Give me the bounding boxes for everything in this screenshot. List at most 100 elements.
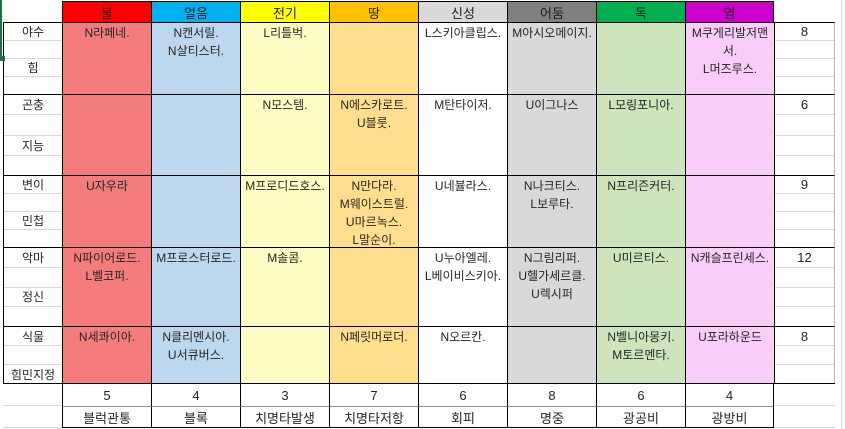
stat-label-block[interactable]: 블록 bbox=[151, 406, 240, 428]
cell-ice-demon[interactable]: M프로스터로드. bbox=[151, 247, 240, 326]
subcell bbox=[775, 156, 834, 175]
cell-fire-demon[interactable]: N파이어로드. L벨코퍼. bbox=[62, 247, 151, 326]
subcell bbox=[4, 268, 62, 288]
subcell bbox=[4, 77, 62, 94]
cell-electric-insect[interactable]: N모스템. bbox=[240, 94, 329, 175]
row-label-plant[interactable]: 식물 힘민지정 bbox=[3, 326, 62, 383]
column-header-ice[interactable]: 얼음 bbox=[151, 1, 240, 22]
stat-label-atk-ratio[interactable]: 광공비 bbox=[596, 406, 685, 428]
cell-electric-beast[interactable]: L리틀벅. bbox=[240, 22, 329, 94]
cell-holy-mutant[interactable]: U네뷸라스. bbox=[418, 175, 507, 247]
column-header-holy[interactable]: 신성 bbox=[418, 1, 507, 22]
subcell bbox=[775, 194, 834, 212]
cell-electric-demon[interactable]: M솔콤. bbox=[240, 247, 329, 326]
selection-fill-handle[interactable] bbox=[0, 56, 5, 61]
row-label-stat: 지능 bbox=[4, 136, 62, 156]
bottom-left-spacer bbox=[3, 383, 62, 406]
stat-label-crit-rate[interactable]: 치명타발생 bbox=[240, 406, 329, 428]
cell-fire-mutant[interactable]: U자우라 bbox=[62, 175, 151, 247]
subcell bbox=[4, 346, 62, 365]
column-header-dark[interactable]: 어둠 bbox=[507, 1, 596, 22]
cell-flame-plant[interactable]: U포라하운드 bbox=[685, 326, 774, 383]
cell-poison-insect[interactable]: L모링포니아. bbox=[596, 94, 685, 175]
cell-ice-plant[interactable]: N클리멘시아. U서큐버스. bbox=[151, 326, 240, 383]
cell-dark-insect[interactable]: U이그나스 bbox=[507, 94, 596, 175]
column-header-fire[interactable]: 불 bbox=[62, 1, 151, 22]
cell-dark-mutant[interactable]: N나크티스. L보루타. bbox=[507, 175, 596, 247]
cell-fire-insect[interactable] bbox=[62, 94, 151, 175]
cell-dark-plant[interactable] bbox=[507, 326, 596, 383]
header-spacer bbox=[774, 1, 835, 22]
cell-earth-beast[interactable] bbox=[329, 22, 418, 94]
column-header-electric[interactable]: 전기 bbox=[240, 1, 329, 22]
stat-value-crit-resist[interactable]: 7 bbox=[329, 383, 418, 406]
cell-ice-mutant[interactable] bbox=[151, 175, 240, 247]
subcell bbox=[775, 230, 834, 247]
row-label-insect[interactable]: 곤충 지능 bbox=[3, 94, 62, 175]
column-header-earth[interactable]: 땅 bbox=[329, 1, 418, 22]
corner-cell[interactable] bbox=[3, 1, 62, 22]
cell-holy-beast[interactable]: L스키아클립스. bbox=[418, 22, 507, 94]
cell-flame-beast[interactable]: M쿠게리발저맨서. L머즈루스. bbox=[685, 22, 774, 94]
row-label-family: 악마 bbox=[4, 248, 62, 268]
group-total-mutant[interactable]: 9 bbox=[774, 175, 835, 247]
subcell bbox=[4, 307, 62, 326]
stat-value-block[interactable]: 4 bbox=[151, 383, 240, 406]
row-label-stat: 힘 bbox=[4, 59, 62, 77]
row-label-demon[interactable]: 악마 정신 bbox=[3, 247, 62, 326]
stat-label-evasion[interactable]: 회피 bbox=[418, 406, 507, 428]
cell-holy-plant[interactable]: N오르칸. bbox=[418, 326, 507, 383]
cell-fire-plant[interactable]: N세콰이아. bbox=[62, 326, 151, 383]
cell-poison-plant[interactable]: N벨니아몽키. M토르멘타. bbox=[596, 326, 685, 383]
cell-poison-demon[interactable]: U미르티스. bbox=[596, 247, 685, 326]
subcell bbox=[4, 156, 62, 175]
stat-label-crit-resist[interactable]: 치명타저항 bbox=[329, 406, 418, 428]
stat-value-crit-rate[interactable]: 3 bbox=[240, 383, 329, 406]
column-header-poison[interactable]: 독 bbox=[596, 1, 685, 22]
stat-label-block-pierce[interactable]: 블럭관통 bbox=[62, 406, 151, 428]
cell-ice-insect[interactable] bbox=[151, 94, 240, 175]
cell-dark-beast[interactable]: M아시오메이지. bbox=[507, 22, 596, 94]
cell-dark-demon[interactable]: N그림리퍼. U헬가세르클. U렉시퍼 bbox=[507, 247, 596, 326]
stat-label-def-ratio[interactable]: 광방비 bbox=[685, 406, 774, 428]
cell-flame-demon[interactable]: N캐슬프린세스. bbox=[685, 247, 774, 326]
cell-earth-insect[interactable]: N에스카로트. U블룻. bbox=[329, 94, 418, 175]
cell-electric-plant[interactable] bbox=[240, 326, 329, 383]
group-total-insect[interactable]: 6 bbox=[774, 94, 835, 175]
cell-earth-mutant[interactable]: N만다라. M웨이스트럴. U마르녹스. L말순이. bbox=[329, 175, 418, 247]
cell-fire-beast[interactable]: N라페네. bbox=[62, 22, 151, 94]
row-label-mutant[interactable]: 변이 민첩 bbox=[3, 175, 62, 247]
cell-earth-plant[interactable]: N페릿머로더. bbox=[329, 326, 418, 383]
group-total-beast[interactable]: 8 bbox=[774, 22, 835, 94]
stat-value-evasion[interactable]: 6 bbox=[418, 383, 507, 406]
subcell bbox=[4, 115, 62, 136]
cell-holy-demon[interactable]: U누아엘레. L베이비스키아. bbox=[418, 247, 507, 326]
row-label-family: 곤충 bbox=[4, 95, 62, 116]
stat-value-accuracy[interactable]: 8 bbox=[507, 383, 596, 406]
cell-poison-mutant[interactable]: N프리즌커터. bbox=[596, 175, 685, 247]
stat-value-atk-ratio[interactable]: 6 bbox=[596, 383, 685, 406]
row-label-stat: 민첩 bbox=[4, 212, 62, 230]
subcell bbox=[775, 365, 834, 383]
row-label-beast[interactable]: 야수 힘 bbox=[3, 22, 62, 94]
bottom-right-spacer bbox=[774, 406, 835, 428]
subcell bbox=[775, 212, 834, 230]
subcell bbox=[4, 230, 62, 247]
cell-poison-beast[interactable] bbox=[596, 22, 685, 94]
group-total-value: 8 bbox=[775, 23, 834, 41]
stat-value-block-pierce[interactable]: 5 bbox=[62, 383, 151, 406]
stat-label-accuracy[interactable]: 명중 bbox=[507, 406, 596, 428]
cell-electric-mutant[interactable]: M프로디드호스. bbox=[240, 175, 329, 247]
group-total-demon[interactable]: 12 bbox=[774, 247, 835, 326]
group-total-plant[interactable]: 8 bbox=[774, 326, 835, 383]
cell-flame-mutant[interactable] bbox=[685, 175, 774, 247]
column-header-flame[interactable]: 염 bbox=[685, 1, 774, 22]
bottom-left-spacer bbox=[3, 406, 62, 428]
group-total-value: 8 bbox=[775, 327, 834, 346]
cell-earth-demon[interactable] bbox=[329, 247, 418, 326]
cell-flame-insect[interactable] bbox=[685, 94, 774, 175]
stat-value-def-ratio[interactable]: 4 bbox=[685, 383, 774, 406]
sheet-gridline bbox=[841, 0, 842, 429]
cell-holy-insect[interactable]: M탄타이저. bbox=[418, 94, 507, 175]
cell-ice-beast[interactable]: N캔서릴. N살티스터. bbox=[151, 22, 240, 94]
